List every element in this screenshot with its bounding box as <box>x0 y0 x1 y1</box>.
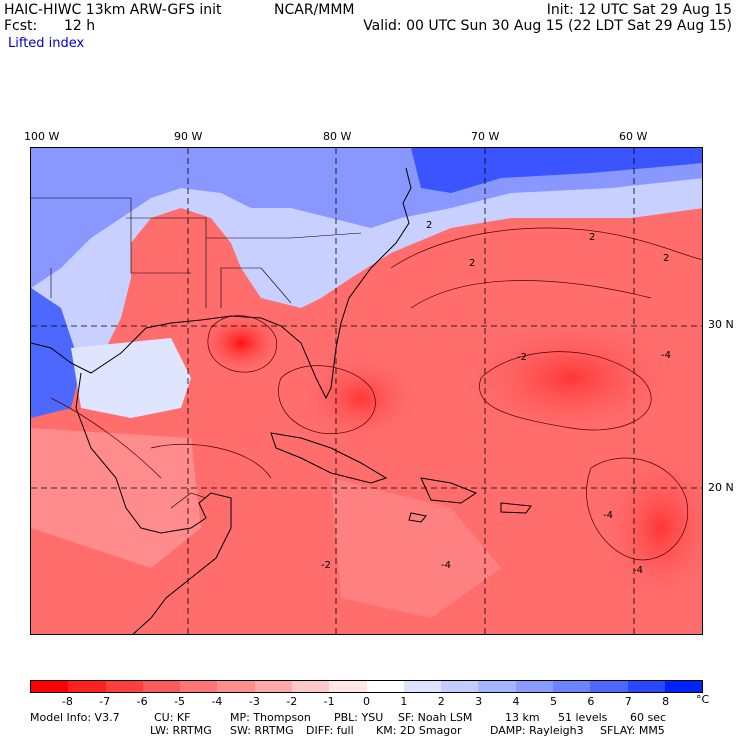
model-info-item: SFLAY: MM5 <box>600 724 665 737</box>
colorbar-tick-label: -2 <box>286 695 298 708</box>
model-title: HAIC-HIWC 13km ARW-GFS init <box>4 2 222 18</box>
colorbar-swatch <box>254 681 292 692</box>
colorbar-tick-label: -7 <box>99 695 111 708</box>
borders <box>31 197 362 509</box>
colorbar-tick-label: -5 <box>174 695 186 708</box>
field-light-caribbean <box>331 478 501 618</box>
colorbar-tick-label: 1 <box>400 695 408 708</box>
field-stable-texas <box>31 288 81 418</box>
contour-label: -4 <box>661 350 671 361</box>
lon-label-80w: 80 W <box>323 130 352 143</box>
colorbar-swatch <box>403 681 442 692</box>
field-hotspot-atlantic <box>461 318 681 438</box>
lon-label-90w: 90 W <box>174 130 203 143</box>
model-info-item: 13 km <box>505 711 540 724</box>
colorbar-tick-label: 6 <box>587 695 595 708</box>
colorbar-swatch <box>441 681 479 692</box>
field-light-west <box>31 428 201 568</box>
model-info-item: DAMP: Rayleigh3 <box>490 724 584 737</box>
colorbar-swatch <box>217 681 255 692</box>
contour-label: 2 <box>469 258 475 269</box>
colorbar-swatch <box>68 681 106 692</box>
colorbar-tick-label: 8 <box>662 695 670 708</box>
field-hotspot-gulf <box>201 313 281 373</box>
colorbar-tick-label: 0 <box>363 695 370 708</box>
lifted-index-map: 2 2 2 2 -2 -4 -4 -4 -4 -2 <box>30 147 703 635</box>
graticule <box>31 148 702 634</box>
map-canvas: 2 2 2 2 -2 -4 -4 -4 -4 -2 <box>31 148 702 634</box>
model-info-item: KM: 2D Smagor <box>376 724 462 737</box>
colorbar-swatch <box>590 681 628 692</box>
colorbar-swatch <box>329 681 367 692</box>
forecast-label: Fcst: <box>4 18 38 34</box>
colorbar-swatch <box>664 681 703 692</box>
model-info-item: SF: Noah LSM <box>398 711 473 724</box>
colorbar-swatch <box>552 681 591 692</box>
init-time: Init: 12 UTC Sat 29 Aug 15 <box>546 2 732 18</box>
field-hotspot-bahamas <box>301 353 421 443</box>
model-info-item: Model Info: V3.7 <box>30 711 120 724</box>
contour-label: -4 <box>603 510 613 521</box>
contours <box>50 227 702 561</box>
lon-label-70w: 70 W <box>471 130 500 143</box>
model-info-item: 51 levels <box>558 711 608 724</box>
field-name: Lifted index <box>8 36 85 51</box>
colorbar-tick-label: 7 <box>624 695 632 708</box>
model-info-item: DIFF: full <box>306 724 354 737</box>
colorbar-swatch <box>31 681 69 692</box>
model-info-item: PBL: YSU <box>334 711 384 724</box>
colorbar-tick-label: -8 <box>61 695 73 708</box>
colorbar-tick-label: -4 <box>211 695 223 708</box>
lat-label-20n: 20 N <box>708 481 734 494</box>
colorbar-tick-label: -1 <box>323 695 335 708</box>
model-info-item: MP: Thompson <box>230 711 311 724</box>
colorbar <box>30 680 703 693</box>
contour-label-group: 2 2 2 2 -2 -4 -4 -4 -4 -2 <box>321 220 671 576</box>
model-info-item: CU: KF <box>154 711 191 724</box>
lon-label-100w: 100 W <box>24 130 60 143</box>
model-info-item: LW: RRTMG <box>150 724 212 737</box>
contour-label: -4 <box>633 565 643 576</box>
colorbar-swatch <box>105 681 143 692</box>
coastlines <box>31 167 532 634</box>
forecast-hours: 12 h <box>64 18 96 34</box>
colorbar-tick-label: -6 <box>136 695 148 708</box>
colorbar-tick-label: 5 <box>549 695 557 708</box>
field-stable-max <box>411 148 702 193</box>
organization: NCAR/MMM <box>274 2 355 18</box>
contour-label: -4 <box>441 560 451 571</box>
colorbar-tick-label: -3 <box>248 695 260 708</box>
colorbar-tick-label: 3 <box>475 695 483 708</box>
colorbar-swatch <box>291 681 330 692</box>
field-neutral-gulfcoast <box>71 338 191 418</box>
lat-label-30n: 30 N <box>708 318 734 331</box>
colorbar-tick-label: 4 <box>512 695 520 708</box>
contour-label: 2 <box>589 232 595 243</box>
colorbar-swatch <box>142 681 181 692</box>
field-stable-north <box>31 148 702 388</box>
contour-label: -2 <box>517 352 527 363</box>
colorbar-unit: °C <box>696 693 710 706</box>
colorbar-swatch <box>478 681 516 692</box>
colorbar-swatch <box>180 681 218 692</box>
model-info-item: 60 sec <box>630 711 667 724</box>
colorbar-tick-label: 2 <box>437 695 445 708</box>
model-info-item: SW: RRTMG <box>230 724 294 737</box>
colorbar-swatch <box>627 681 665 692</box>
valid-time: Valid: 00 UTC Sun 30 Aug 15 (22 LDT Sat … <box>363 18 732 34</box>
contour-label: 2 <box>426 220 432 231</box>
contour-label: -2 <box>321 560 331 571</box>
contour-label: 2 <box>663 253 669 264</box>
colorbar-swatch <box>515 681 553 692</box>
lon-label-60w: 60 W <box>619 130 648 143</box>
field-stable-core <box>31 148 702 288</box>
colorbar-swatch <box>366 681 404 692</box>
